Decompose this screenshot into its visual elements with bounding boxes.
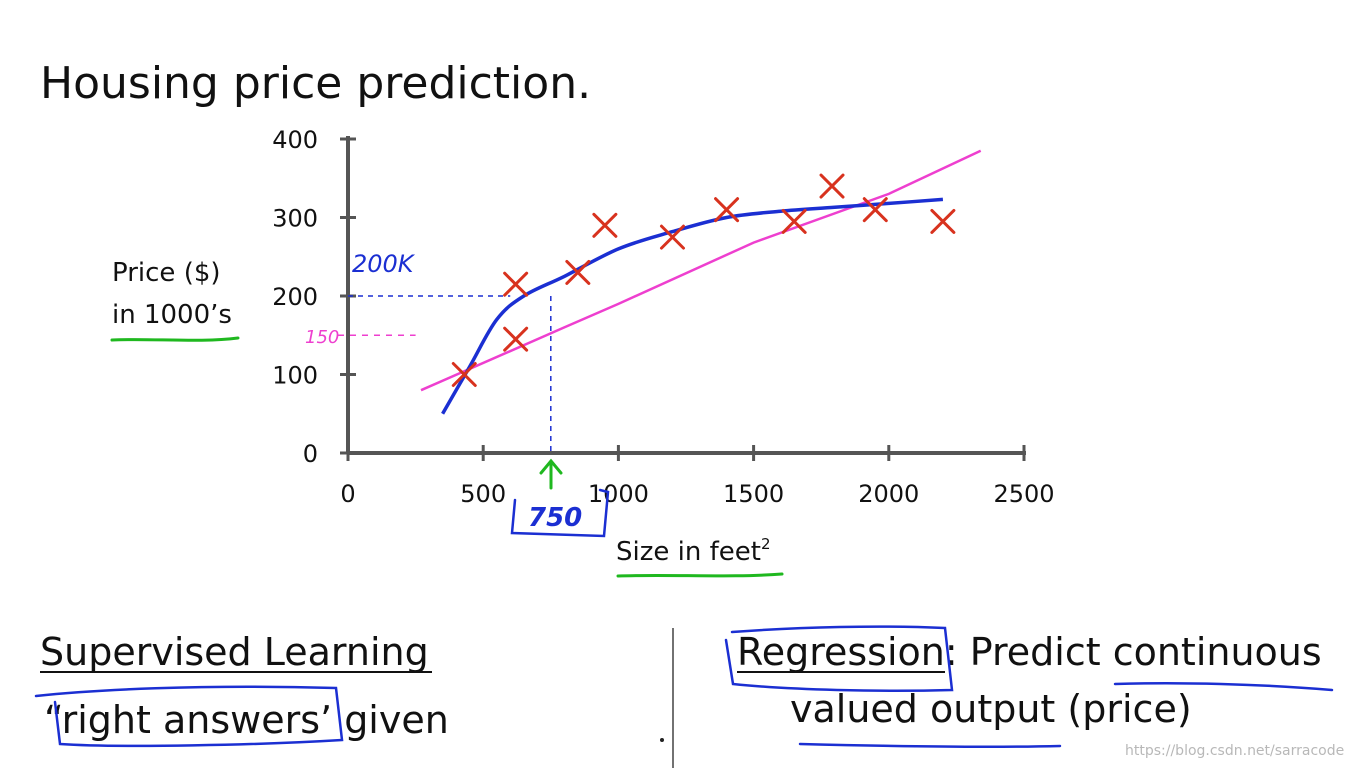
y-tick-label: 400 [272,126,318,154]
y-tick-label: 100 [272,362,318,390]
data-point-x-marker [819,173,845,199]
guide-lines [338,295,552,453]
regression-box [724,625,954,692]
y-tick-label: 0 [303,440,318,468]
data-points [451,173,956,387]
data-point-x-marker [862,197,888,223]
data-point-x-marker [781,208,807,234]
slide-title: Housing price prediction. [40,58,591,109]
x-axis-label: Size in feet2 [616,535,771,567]
data-point-x-marker [451,362,477,387]
y-axis-label-line2: in 1000’s [112,300,232,330]
regression-line1: Regression: Predict continuous [737,630,1322,674]
data-point-x-marker [659,224,685,250]
x-tick-label: 1000 [588,480,649,508]
annotation-750-arrow [539,458,563,490]
curve-fit-line [441,197,944,415]
straight-fit-line [420,149,982,392]
x-tick-label: 0 [340,480,355,508]
axis-ticks: 0 500 1000 1500 2000 2500 0 100 200 300 400 [272,126,1054,508]
data-point-x-marker [592,212,618,238]
x-tick-label: 1500 [723,480,784,508]
y-tick-label: 200 [272,283,318,311]
watermark: https://blog.csdn.net/sarracode [1125,743,1344,759]
chart-axes [346,136,1026,455]
continuous-underline [1113,682,1334,692]
annotation-150: 150 [305,327,339,348]
x-tick-label: 2000 [858,480,919,508]
data-point-x-marker [930,208,956,234]
divider-dot [660,738,664,742]
x-label-underline [616,572,784,578]
data-point-x-marker [714,197,740,223]
y-axis-label-line1: Price ($) [112,258,221,288]
annotation-750: 750 [528,503,582,533]
y-label-underline [110,336,240,342]
x-tick-label: 500 [460,480,506,508]
data-point-x-marker [503,326,529,352]
x-axis-label-superscript: 2 [761,535,771,553]
y-tick-label: 300 [272,205,318,233]
x-tick-label: 2500 [993,480,1054,508]
supervised-learning-heading: Supervised Learning [40,630,429,674]
annotation-750-box [510,488,610,538]
data-point-x-marker [503,271,529,297]
right-answers-box [34,685,344,748]
data-point-x-marker [565,259,591,285]
right-answers-text: “right answers’ given [44,698,449,742]
regression-line2: valued output (price) [790,687,1192,731]
annotation-200k: 200K [352,250,416,278]
valued-output-underline [798,742,1062,749]
